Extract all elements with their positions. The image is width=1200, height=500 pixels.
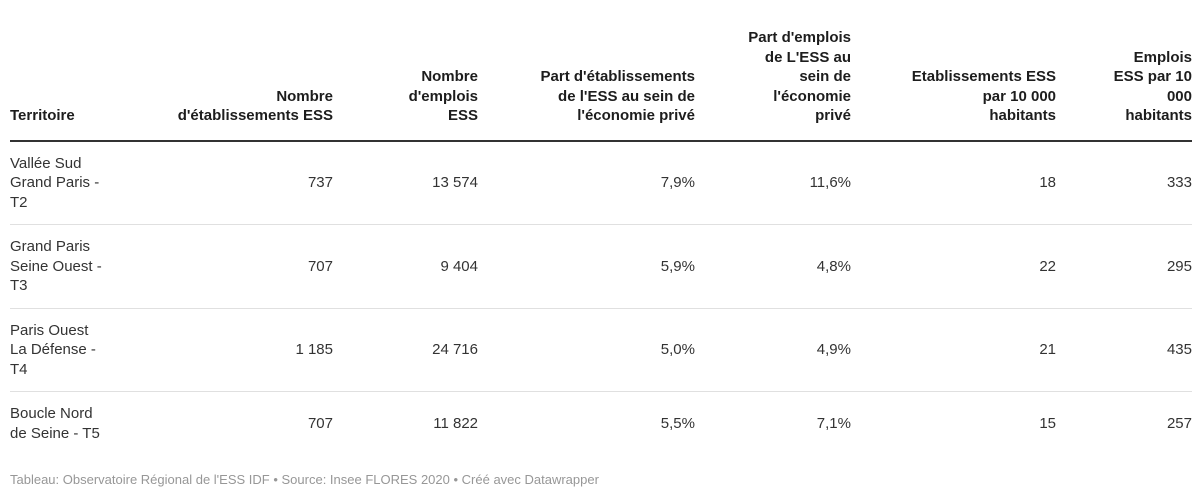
cell-nombre-emplois: 13 574	[432, 174, 478, 191]
cell-part-etablissements: 7,9%	[660, 174, 695, 191]
table-row: Boucle Nord de Seine - T5 707 11 822 5,5…	[10, 391, 1192, 455]
cell-territory: Paris Ouest La Défense - T4	[10, 307, 150, 392]
cell-part-emplois: 4,8%	[695, 224, 851, 308]
column-header-part-emplois-ess: Part d'emplois de L'ESS au sein de l'éco…	[695, 18, 851, 142]
cell-part-emplois: 11,6%	[809, 174, 851, 191]
datawrapper-table-widget: Territoire Nombre d'établissements ESS N…	[10, 18, 1192, 487]
ess-territories-table: Territoire Nombre d'établissements ESS N…	[10, 18, 1192, 455]
table-row: Grand Paris Seine Ouest - T3 707 9 404 5…	[10, 224, 1192, 308]
cell-nombre-emplois: 11 822	[333, 391, 478, 455]
cell-etablissements-par-10000: 22	[851, 224, 1056, 308]
cell-part-etablissements: 5,0%	[478, 307, 695, 392]
column-header-part-etablissements-ess: Part d'établissements de l'ESS au sein d…	[478, 18, 695, 142]
table-header: Territoire Nombre d'établissements ESS N…	[10, 18, 1192, 142]
cell-etablissements-par-10000: 15	[851, 391, 1056, 455]
table-body: Vallée Sud Grand Paris - T2 737 13 574 7…	[10, 141, 1192, 455]
cell-emplois-par-10000: 333	[1166, 174, 1192, 191]
table-row: Paris Ouest La Défense - T4 1 185 24 716…	[10, 307, 1192, 392]
column-header-nombre-emplois-ess: Nombre d'emplois ESS	[333, 18, 478, 142]
cell-nombre-etablissements: 737	[307, 174, 333, 191]
cell-etablissements-par-10000: 18	[1039, 174, 1056, 191]
cell-territory: Grand Paris Seine Ouest - T3	[10, 224, 150, 308]
attribution-footer: Tableau: Observatoire Régional de l'ESS …	[10, 472, 599, 487]
cell-territory: Vallée Sud Grand Paris - T2	[10, 154, 100, 211]
column-header-emplois-par-10000: Emplois ESS par 10 000 habitants	[1056, 18, 1192, 142]
cell-nombre-etablissements: 707	[150, 224, 333, 308]
table-row: Vallée Sud Grand Paris - T2 737 13 574 7…	[10, 141, 1192, 225]
column-header-etablissements-par-10000: Etablissements ESS par 10 000 habitants	[851, 18, 1056, 142]
cell-nombre-emplois: 24 716	[333, 307, 478, 392]
cell-nombre-etablissements: 1 185	[150, 307, 333, 392]
cell-nombre-etablissements: 707	[150, 391, 333, 455]
cell-etablissements-par-10000: 21	[851, 307, 1056, 392]
column-header-territoire: Territoire	[10, 18, 150, 142]
cell-part-etablissements: 5,5%	[478, 391, 695, 455]
cell-part-emplois: 4,9%	[695, 307, 851, 392]
cell-territory: Boucle Nord de Seine - T5	[10, 391, 150, 455]
cell-emplois-par-10000: 295	[1056, 224, 1192, 308]
cell-nombre-emplois: 9 404	[333, 224, 478, 308]
cell-part-etablissements: 5,9%	[478, 224, 695, 308]
header-row: Territoire Nombre d'établissements ESS N…	[10, 18, 1192, 142]
cell-part-emplois: 7,1%	[695, 391, 851, 455]
cell-emplois-par-10000: 435	[1056, 307, 1192, 392]
column-header-nombre-etablissements-ess: Nombre d'établissements ESS	[150, 18, 333, 142]
cell-emplois-par-10000: 257	[1056, 391, 1192, 455]
